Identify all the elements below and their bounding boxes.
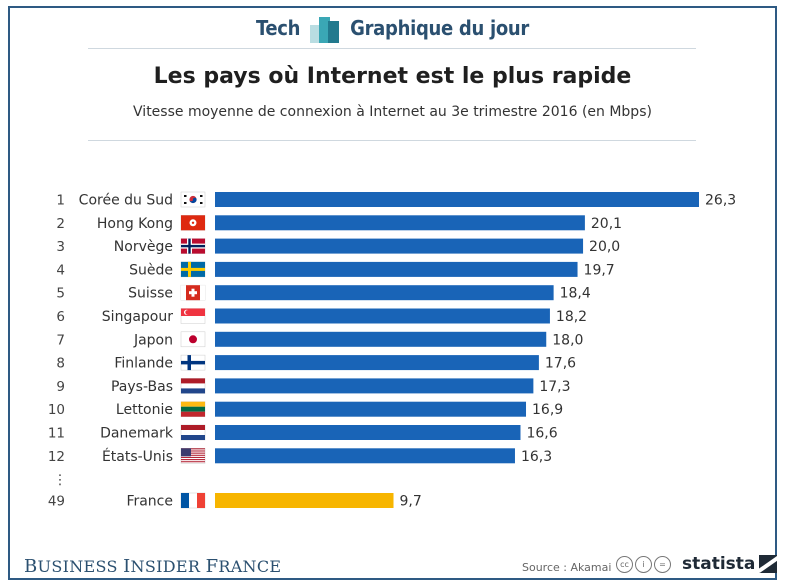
rank-label: 49: [48, 494, 65, 510]
bar: [215, 285, 554, 301]
source-note: Source : Akamai: [522, 561, 612, 574]
title-divider: [88, 140, 696, 141]
chart-subtitle: Vitesse moyenne de connexion à Internet …: [133, 104, 652, 120]
country-label: Pays-Bas: [111, 379, 173, 395]
bar: [215, 331, 547, 347]
statista-mark-icon: [759, 555, 778, 573]
rank-label: 11: [48, 426, 65, 442]
country-label: Corée du Sud: [79, 193, 173, 209]
bar: [215, 401, 527, 417]
country-label: Japon: [133, 332, 173, 348]
rank-label: 8: [56, 356, 65, 372]
cc-icon: cc: [616, 556, 633, 573]
country-label: Hong Kong: [97, 216, 173, 232]
country-label: États-Unis: [102, 448, 173, 465]
netherlands-flag-icon: [180, 378, 206, 394]
business-insider-france-logo: BUSINESS INSIDER FRANCE: [24, 556, 282, 577]
lithuania-tricolor-flag-icon: [180, 401, 206, 417]
bar-chart: 1 Corée du Sud 26,3 2 Hong Kong 20,1 3 Norvège 2…: [48, 191, 736, 510]
netherlands-flag-icon: [180, 424, 206, 441]
value-label: 19,7: [584, 262, 615, 278]
country-label: France: [126, 494, 173, 510]
rank-label: 12: [48, 449, 65, 465]
creative-commons-icons: cc i =: [616, 556, 671, 573]
value-label: 9,7: [400, 494, 422, 510]
rank-label: 3: [56, 239, 65, 255]
finland-flag-icon: [180, 354, 206, 371]
statista-wordmark: statista: [682, 554, 756, 574]
country-label: Lettonie: [116, 402, 173, 418]
chart-title: Les pays où Internet est le plus rapide: [153, 64, 632, 89]
switzerland-flag-icon: [180, 284, 206, 301]
value-label: 18,2: [556, 309, 587, 325]
statista-logo: statista: [682, 554, 778, 574]
country-label: Suède: [129, 262, 173, 278]
value-label: 26,3: [705, 193, 736, 209]
value-label: 18,4: [560, 286, 591, 302]
country-label: Finlande: [114, 356, 173, 372]
south-korea-flag-icon: [180, 191, 206, 208]
bar: [215, 448, 515, 464]
value-label: 20,1: [591, 216, 622, 232]
value-label: 16,6: [526, 426, 557, 442]
sweden-flag-icon: [180, 261, 206, 278]
header-banner: Tech Graphique du jour: [10, 8, 775, 48]
bar: [215, 355, 539, 371]
japan-flag-icon: [180, 331, 206, 348]
header-tech-label: Tech: [256, 16, 301, 40]
header-divider: [88, 48, 696, 49]
rank-label: 10: [48, 402, 65, 418]
bar: [215, 238, 584, 254]
value-label: 20,0: [589, 239, 620, 255]
attribution-icon: i: [635, 556, 652, 573]
infographic-frame: Tech Graphique du jour Les pays où Inter…: [8, 6, 778, 580]
bar-chart-logo-icon: [310, 13, 340, 43]
bar: [215, 192, 699, 207]
france-flag-icon: [180, 492, 206, 509]
country-label: Danemark: [100, 426, 174, 442]
bar: [215, 425, 521, 440]
bar: [215, 308, 550, 324]
header-graphique-label: Graphique du jour: [350, 16, 529, 40]
rank-label: 6: [56, 309, 65, 325]
rank-label: 2: [56, 216, 65, 232]
hong-kong-flag-icon: [180, 215, 206, 231]
value-label: 17,6: [545, 356, 576, 372]
rank-label: 1: [56, 193, 65, 209]
singapore-flag-icon: [180, 308, 206, 324]
equals-icon: =: [654, 556, 671, 573]
ellipsis-indicator: ⋮: [53, 472, 67, 488]
country-label: Suisse: [128, 286, 173, 302]
norway-flag-icon: [180, 238, 206, 254]
value-label: 16,9: [532, 402, 563, 418]
bar: [215, 493, 394, 508]
rank-label: 4: [56, 262, 65, 278]
bar: [215, 378, 534, 394]
rank-label: 5: [56, 286, 65, 302]
country-label: Norvège: [114, 239, 173, 255]
value-label: 16,3: [521, 449, 552, 465]
value-label: 17,3: [539, 379, 570, 395]
rank-label: 7: [56, 332, 65, 348]
united-states-flag-icon: [180, 448, 206, 464]
bar: [215, 215, 585, 231]
rank-label: 9: [56, 379, 65, 395]
country-label: Singapour: [102, 309, 173, 325]
bar: [215, 261, 578, 277]
value-label: 18,0: [552, 332, 583, 348]
